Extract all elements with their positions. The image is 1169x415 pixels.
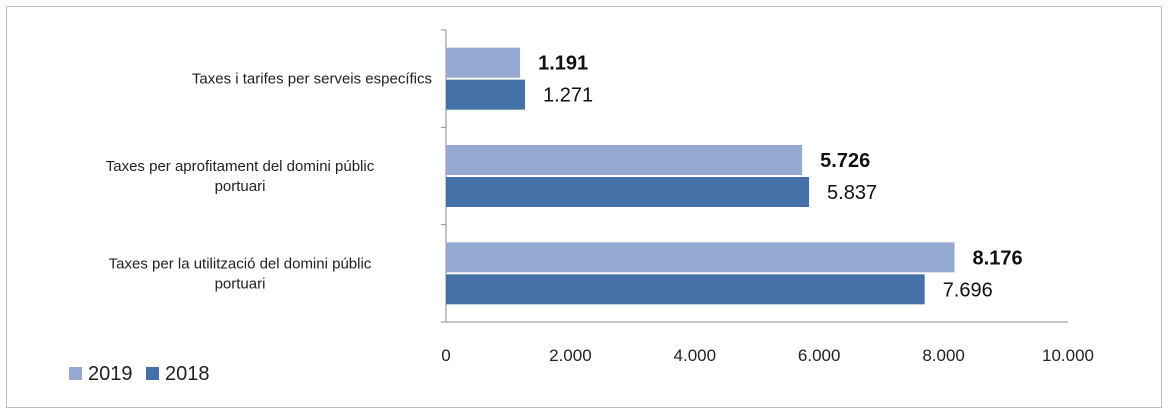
bar-2018 — [446, 79, 526, 110]
category-label: portuari — [215, 275, 266, 292]
category-label: Taxes per la utilització del domini públ… — [109, 255, 372, 272]
data-label-2018: 7.696 — [943, 279, 993, 301]
x-tick-label: 2.000 — [549, 346, 592, 365]
data-label-2019: 5.726 — [820, 150, 870, 172]
x-tick-label: 6.000 — [798, 346, 841, 365]
bar-2018 — [446, 177, 810, 207]
bar-2018 — [446, 274, 925, 305]
data-label-2018: 1.271 — [543, 85, 593, 107]
data-label-2019: 8.176 — [973, 247, 1023, 269]
bar-2019 — [446, 242, 955, 273]
x-tick-label: 10.000 — [1042, 346, 1094, 365]
legend-swatch-2018 — [146, 367, 159, 380]
data-label-2018: 5.837 — [827, 182, 877, 204]
bar-2019 — [446, 47, 521, 78]
legend-swatch-2019 — [69, 367, 82, 380]
x-tick-label: 8.000 — [922, 346, 965, 365]
x-tick-label: 0 — [441, 346, 450, 365]
data-label-2019: 1.191 — [538, 53, 588, 75]
legend-label-2018: 2018 — [165, 363, 210, 385]
category-label: Taxes i tarifes per serveis específics — [192, 71, 432, 88]
bar-2019 — [446, 145, 803, 175]
category-label: portuari — [215, 178, 266, 195]
legend-label-2019: 2019 — [88, 363, 133, 385]
category-label: Taxes per aprofitament del domini públic — [106, 158, 375, 175]
x-tick-label: 4.000 — [674, 346, 717, 365]
